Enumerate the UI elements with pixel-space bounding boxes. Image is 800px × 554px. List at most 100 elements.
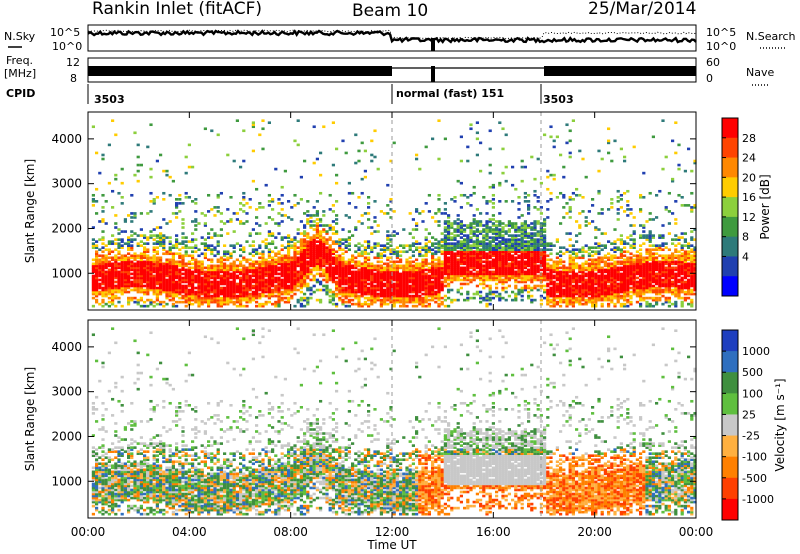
power-cell (571, 296, 575, 300)
power-cell (600, 290, 604, 294)
power-cell (322, 244, 326, 247)
power-cell (111, 274, 115, 278)
power-cell (395, 252, 399, 256)
power-cell (306, 300, 310, 304)
power-cell (165, 268, 169, 272)
power-cell (143, 272, 147, 276)
power-cell (226, 220, 230, 223)
power-cell (491, 270, 495, 274)
power-cell (479, 270, 483, 274)
power-cell (437, 292, 441, 296)
power-cell (405, 286, 409, 290)
power-cell (223, 250, 227, 254)
power-cell (386, 276, 390, 280)
power-cell (139, 304, 143, 308)
power-cell (565, 280, 569, 284)
power-cell (472, 222, 476, 225)
power-cell (520, 256, 524, 260)
power-cell (319, 248, 323, 252)
power-cell (123, 264, 127, 268)
power-cell (325, 270, 329, 274)
power-cell (331, 248, 335, 252)
power-cell (267, 230, 271, 233)
power-cell (443, 254, 447, 258)
power-cell (607, 290, 611, 294)
power-cell (405, 262, 409, 266)
power-cell (181, 300, 185, 304)
power-cell (610, 242, 614, 245)
power-cell (293, 272, 297, 276)
power-cell (555, 296, 559, 300)
power-cell (101, 282, 105, 286)
power-cell (530, 280, 534, 284)
power-cell (213, 288, 217, 292)
power-cell (360, 252, 364, 256)
power-cell (507, 238, 511, 241)
power-cell (517, 238, 521, 241)
power-cell (271, 284, 275, 288)
power-cell (277, 266, 281, 270)
power-cell (450, 224, 454, 227)
power-cell (623, 296, 627, 300)
power-cell (162, 248, 166, 252)
power-cell (181, 264, 185, 268)
power-cell (223, 280, 227, 284)
power-cell (200, 276, 204, 280)
power-cell (347, 268, 351, 272)
power-cell (347, 292, 351, 296)
power-cell (328, 250, 332, 254)
power-cell (504, 242, 508, 245)
power-cell (456, 234, 460, 237)
power-cell (235, 266, 239, 270)
power-cell (175, 290, 179, 294)
power-cell (530, 155, 534, 159)
power-cell (95, 274, 99, 278)
power-cell (379, 256, 383, 260)
power-cell (168, 260, 172, 264)
power-cell (370, 288, 374, 292)
power-cell (117, 250, 121, 254)
power-cell (552, 276, 556, 280)
power-cell (159, 232, 163, 235)
power-cell (399, 254, 403, 258)
power-cell (351, 298, 355, 302)
power-cell (562, 165, 566, 169)
power-cell (527, 270, 531, 274)
power-cell (565, 278, 569, 282)
power-cell (130, 248, 134, 252)
power-cell (232, 286, 236, 290)
freq-tick-high: 12 (66, 56, 80, 69)
power-cell (251, 149, 255, 153)
power-cell (475, 292, 479, 296)
power-cell (306, 268, 310, 272)
power-cell (351, 260, 355, 264)
power-cell (376, 278, 380, 282)
power-cell (312, 220, 316, 223)
power-cell (232, 272, 236, 276)
power-cell (597, 228, 601, 231)
power-cell (520, 266, 524, 270)
power-cell (91, 262, 95, 266)
power-cell (415, 258, 419, 262)
power-cell (357, 278, 361, 282)
power-cell (411, 228, 415, 231)
power-cell (488, 220, 492, 223)
power-cell (571, 256, 575, 260)
power-cell (130, 244, 134, 247)
power-cell (226, 268, 230, 272)
power-cell (242, 246, 246, 250)
power-cell (623, 302, 627, 306)
power-cell (274, 278, 278, 282)
power-cell (120, 260, 124, 264)
power-cell (139, 290, 143, 294)
power-cell (264, 260, 268, 264)
power-cell (546, 258, 550, 262)
power-cell (568, 244, 572, 247)
power-cell (389, 272, 393, 276)
power-cell (370, 272, 374, 276)
power-cell (415, 294, 419, 298)
power-cell (559, 286, 563, 290)
power-cell (552, 280, 556, 284)
power-cell (162, 270, 166, 274)
power-cell (399, 280, 403, 284)
